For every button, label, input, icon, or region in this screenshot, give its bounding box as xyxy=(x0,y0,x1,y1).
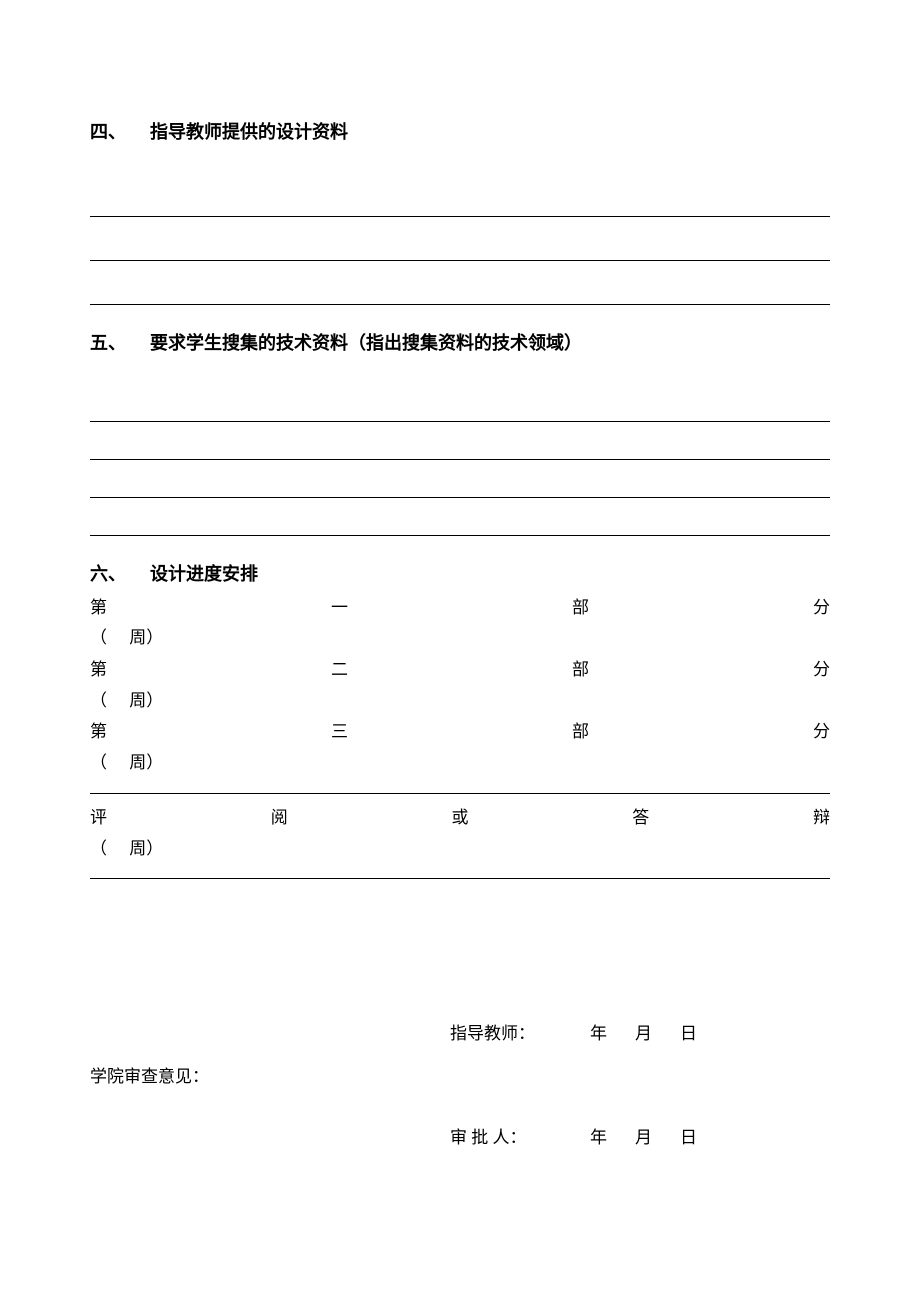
paren-open: （ xyxy=(90,839,107,858)
section-5-title: 要求学生搜集的技术资料（指出搜集资料的技术领域） xyxy=(150,331,582,356)
week-label: 周） xyxy=(129,691,163,710)
schedule-part-2-week: （ 周） xyxy=(90,689,830,713)
college-review-label: 学院审查意见： xyxy=(90,1062,830,1087)
year-label: 年 xyxy=(590,1019,607,1044)
char: 部 xyxy=(572,720,589,745)
paren-open: （ xyxy=(90,628,107,647)
char: 部 xyxy=(572,596,589,621)
day-label: 日 xyxy=(680,1019,697,1044)
char: 三 xyxy=(331,720,348,745)
section-4-title: 指导教师提供的设计资料 xyxy=(150,120,348,145)
char: 评 xyxy=(90,806,107,831)
char: 第 xyxy=(90,596,107,621)
approver-sign-row: 审 批 人： 年 月 日 xyxy=(90,1123,830,1148)
schedule-part-3: 第 三 部 分 xyxy=(90,720,830,745)
schedule-review-row: 评 阅 或 答 辩 xyxy=(90,806,830,831)
section-6-heading: 六、 设计进度安排 xyxy=(90,562,830,587)
section-4-number: 四、 xyxy=(90,120,150,145)
blank-line xyxy=(90,173,830,217)
month-label: 月 xyxy=(635,1123,652,1148)
day-label: 日 xyxy=(680,1123,697,1148)
paren-open: （ xyxy=(90,691,107,710)
blank-line xyxy=(90,384,830,422)
blank-line xyxy=(90,460,830,498)
signature-block: 指导教师： 年 月 日 学院审查意见： 审 批 人： 年 月 日 xyxy=(90,1019,830,1148)
blank-line xyxy=(90,261,830,305)
supervisor-sign-row: 指导教师： 年 月 日 xyxy=(90,1019,830,1044)
char: 辩 xyxy=(813,806,830,831)
blank-line xyxy=(90,422,830,460)
schedule-part-1-week: （ 周） xyxy=(90,626,830,650)
schedule-part-3-week: （ 周） xyxy=(90,751,830,775)
schedule-review-week: （ 周） xyxy=(90,837,830,861)
section-5-number: 五、 xyxy=(90,331,150,356)
char: 分 xyxy=(813,720,830,745)
char: 一 xyxy=(331,596,348,621)
section-5-heading: 五、 要求学生搜集的技术资料（指出搜集资料的技术领域） xyxy=(90,331,830,356)
blank-line xyxy=(90,217,830,261)
char: 分 xyxy=(813,596,830,621)
week-label: 周） xyxy=(129,839,163,858)
schedule-part-2: 第 二 部 分 xyxy=(90,658,830,683)
section-6-number: 六、 xyxy=(90,562,150,587)
schedule-part-1: 第 一 部 分 xyxy=(90,596,830,621)
week-label: 周） xyxy=(129,753,163,772)
month-label: 月 xyxy=(635,1019,652,1044)
section-4-heading: 四、 指导教师提供的设计资料 xyxy=(90,120,830,145)
divider-line xyxy=(90,793,830,794)
char: 第 xyxy=(90,720,107,745)
char: 分 xyxy=(813,658,830,683)
divider-line xyxy=(90,878,830,879)
char: 部 xyxy=(572,658,589,683)
char: 答 xyxy=(632,806,649,831)
char: 或 xyxy=(452,806,469,831)
supervisor-label: 指导教师： xyxy=(450,1019,550,1044)
section-4-blank-lines xyxy=(90,173,830,305)
blank-line xyxy=(90,498,830,536)
approver-label: 审 批 人： xyxy=(450,1123,550,1148)
char: 阅 xyxy=(271,806,288,831)
char: 二 xyxy=(331,658,348,683)
year-label: 年 xyxy=(590,1123,607,1148)
paren-open: （ xyxy=(90,753,107,772)
week-label: 周） xyxy=(129,628,163,647)
section-6-title: 设计进度安排 xyxy=(150,562,258,587)
section-5-blank-lines xyxy=(90,384,830,536)
document-page: 四、 指导教师提供的设计资料 五、 要求学生搜集的技术资料（指出搜集资料的技术领… xyxy=(0,0,920,1302)
char: 第 xyxy=(90,658,107,683)
schedule-block: 第 一 部 分 （ 周） 第 二 部 分 （ 周） 第 三 部 分 （ xyxy=(90,596,830,880)
